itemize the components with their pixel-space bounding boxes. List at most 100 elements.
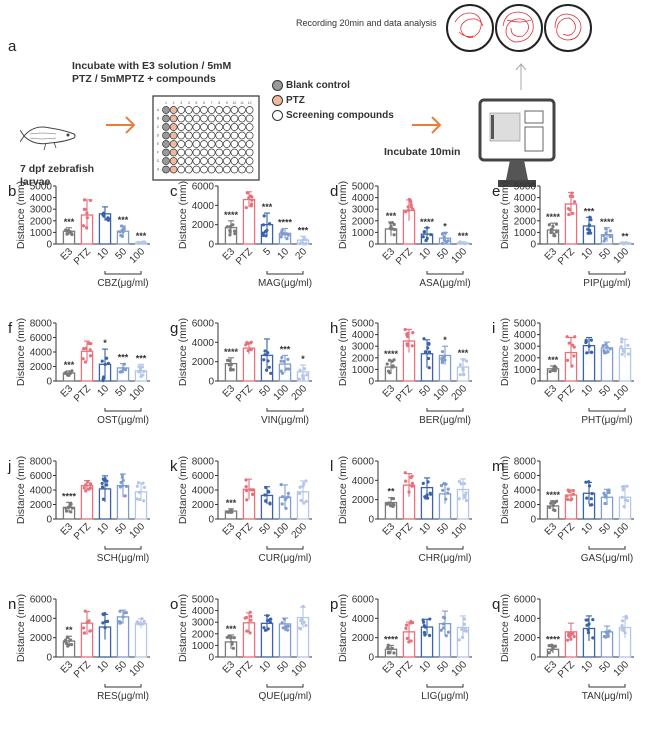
- data-point: [549, 227, 553, 232]
- plate-well: [169, 123, 178, 131]
- x-axis-label: CHR(μg/ml): [419, 553, 472, 564]
- data-point: [460, 627, 464, 632]
- plate-well: [245, 114, 254, 123]
- data-point: [422, 230, 427, 234]
- data-point: [121, 230, 125, 234]
- data-point: [462, 373, 466, 377]
- data-point: [446, 239, 450, 243]
- data-point: [266, 627, 270, 631]
- plate-well: [207, 165, 216, 174]
- data-point: [299, 498, 303, 503]
- plate-well: [207, 157, 216, 165]
- x-tick-label: 100: [450, 659, 470, 679]
- plate-well: [162, 140, 170, 148]
- data-point: [245, 629, 249, 633]
- step4-label: Recording 20min and data analysis: [296, 18, 437, 28]
- plate-row-label: H: [157, 168, 160, 172]
- plate-well: [192, 157, 201, 165]
- plate-row-label: E: [157, 142, 160, 146]
- data-point: [100, 481, 104, 486]
- data-point: [285, 367, 289, 371]
- y-axis-label: Distance (mm): [499, 181, 511, 249]
- data-point: [624, 614, 628, 618]
- plate-legend: Blank control PTZ Screening compounds: [272, 78, 394, 123]
- y-axis-label: Distance (mm): [337, 181, 349, 249]
- bar-chart-f: f Distance (mm) 02000400060008000***E3PTZ*…: [8, 318, 150, 426]
- plate-well: [169, 157, 178, 165]
- significance-marker: ****: [224, 347, 239, 357]
- data-point: [551, 224, 555, 229]
- data-point: [591, 636, 595, 640]
- data-point: [102, 376, 106, 380]
- data-point: [607, 629, 611, 633]
- data-point: [262, 358, 266, 362]
- plate-well: [192, 131, 201, 140]
- x-tick-label: 50: [417, 383, 433, 399]
- plate-column-label: 3: [180, 101, 182, 105]
- data-point: [263, 353, 267, 357]
- data-point: [390, 646, 394, 650]
- plate-well: [192, 140, 201, 148]
- plate-well: [162, 165, 170, 174]
- data-point: [439, 484, 444, 488]
- y-tick-label: 4000: [352, 614, 375, 625]
- x-tick-label: 50: [597, 383, 613, 399]
- data-point: [547, 651, 551, 655]
- chart-panel-b: b Distance (mm) 0 1000 2000 3000 4000 5000 *** E3…: [0, 178, 162, 321]
- data-point: [573, 335, 577, 339]
- data-point: [304, 479, 308, 483]
- data-point: [280, 502, 284, 506]
- data-point: [249, 614, 253, 618]
- data-point: [409, 203, 413, 207]
- data-point: [426, 346, 430, 350]
- data-point: [422, 337, 426, 341]
- significance-marker: ***: [64, 217, 75, 227]
- plate-well: [215, 131, 224, 140]
- y-tick-label: 2000: [192, 629, 215, 640]
- data-point: [603, 236, 607, 241]
- y-tick-label: 0: [46, 515, 52, 526]
- y-axis-label: Distance (mm): [177, 318, 189, 386]
- plate-well: [222, 157, 231, 165]
- data-point: [392, 651, 396, 655]
- plate-well: [222, 131, 231, 140]
- plate-row-label: B: [157, 117, 160, 121]
- y-tick-label: 2000: [352, 216, 375, 227]
- data-point: [232, 229, 237, 233]
- data-point: [584, 480, 588, 484]
- y-tick-label: 2000: [30, 362, 53, 373]
- significance-marker: *: [103, 338, 107, 348]
- y-tick-label: 1000: [30, 228, 53, 239]
- panel-letter: l: [330, 458, 333, 475]
- x-tick-label: 50: [113, 659, 129, 675]
- x-axis-label: PHT(μg/ml): [581, 415, 632, 426]
- x-tick-label: 100: [612, 521, 632, 541]
- plate-well: [169, 140, 178, 148]
- x-axis-label: MAG(μg/ml): [258, 278, 312, 289]
- chart-panel-o: o Distance (mm) 0 1000 2000 3000 4000 5000 *** E3…: [162, 591, 324, 734]
- data-point: [122, 362, 126, 366]
- x-tick-label: 100: [272, 383, 292, 403]
- data-point: [101, 621, 105, 625]
- chart-panel-q: q Distance (mm) 0 2000 4000 6000 **** E3 PTZ 10 50…: [484, 591, 646, 734]
- data-point: [457, 497, 461, 501]
- plate-well: [184, 123, 193, 131]
- legend-item: Screening compounds: [272, 108, 394, 123]
- y-tick-label: 0: [368, 377, 374, 388]
- plate-row-label: F: [157, 151, 159, 155]
- tracking-well-2: [495, 4, 543, 52]
- x-tick-label: PTZ: [556, 659, 577, 680]
- x-tick-label: 10: [579, 659, 595, 675]
- data-point: [233, 232, 237, 236]
- x-tick-label: 100: [290, 659, 310, 679]
- data-point: [123, 367, 127, 371]
- data-point: [428, 617, 432, 621]
- legend-swatch-icon: [272, 80, 283, 91]
- data-point: [409, 199, 413, 204]
- y-tick-label: 3000: [192, 618, 215, 629]
- data-point: [440, 361, 445, 365]
- plate-well: [207, 140, 216, 148]
- significance-marker: **: [65, 625, 73, 635]
- significance-marker: ***: [386, 211, 397, 221]
- x-tick-label: 10: [417, 659, 433, 675]
